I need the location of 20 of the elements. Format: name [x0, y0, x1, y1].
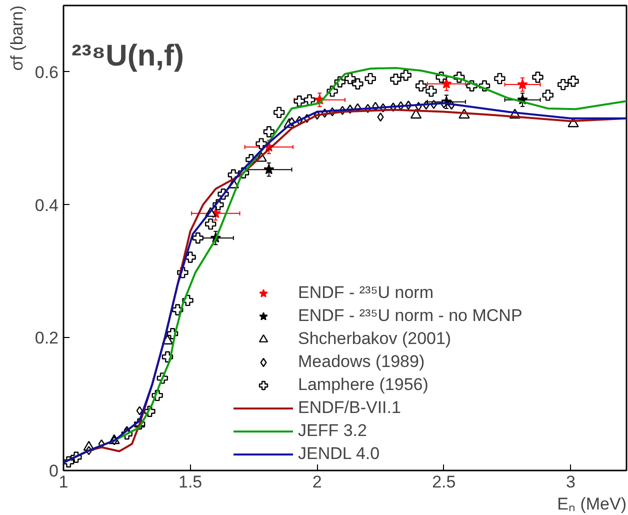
x-tick-label: 1.5 [178, 472, 202, 492]
y-tick-label: 0.4 [34, 196, 59, 215]
legend-label: Meadows (1989) [298, 352, 425, 372]
x-axis-title: Eₙ (MeV) [557, 494, 627, 514]
legend-label: Lamphere (1956) [298, 375, 428, 395]
text: ²³⁸U(n,f) [72, 40, 184, 72]
legend-label: ENDF - ²³⁵U norm [298, 283, 434, 303]
y-axis-title: σf (barn) [8, 5, 26, 71]
x-tick-label: 3 [566, 472, 576, 492]
legend-label: JEFF 3.2 [298, 421, 367, 441]
legend-label: JENDL 4.0 [298, 444, 380, 464]
legend-label: ENDF - ²³⁵U norm - no MCNP [298, 306, 522, 326]
y-tick-label: 0.6 [34, 62, 59, 82]
x-tick-label: 2 [312, 472, 322, 492]
x-tick-label: 1 [58, 472, 68, 492]
y-tick-label: 0.2 [34, 328, 59, 348]
x-tick-label: 2.5 [432, 472, 456, 492]
legend-label: Shcherbakov (2001) [298, 329, 452, 349]
legend-label: ENDF/B-VII.1 [298, 398, 401, 418]
y-tick-label: 0 [49, 462, 59, 480]
